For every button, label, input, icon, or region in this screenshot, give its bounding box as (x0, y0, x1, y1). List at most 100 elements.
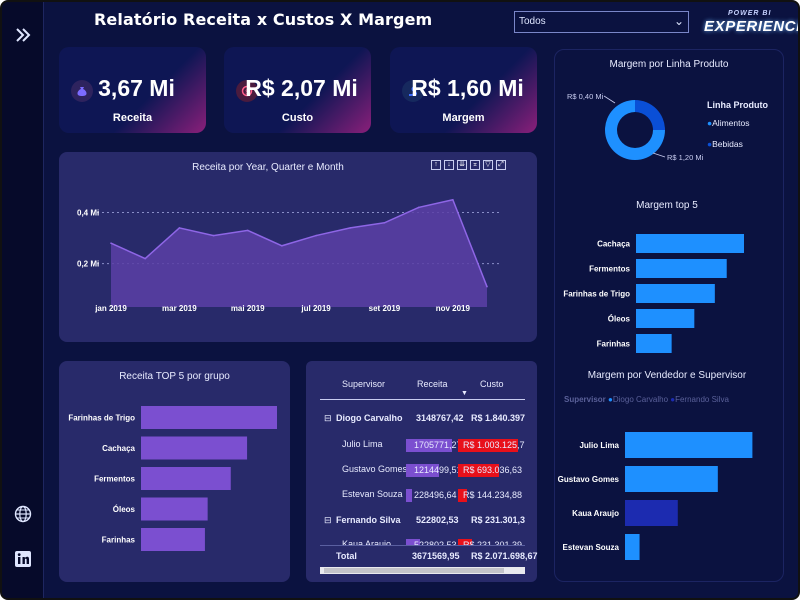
legend-item-alimentos[interactable]: ●Alimentos (707, 118, 750, 128)
bar-category-label: Óleos (113, 505, 136, 514)
bar-category-label: Kaua Araujo (572, 509, 619, 518)
globe-icon[interactable] (13, 505, 33, 525)
bar[interactable] (141, 406, 277, 429)
donut-slice[interactable] (605, 100, 665, 160)
bar[interactable] (636, 284, 715, 303)
col-header-supervisor[interactable]: Supervisor (342, 379, 386, 389)
kpi-value: R$ 1,60 Mi (411, 75, 524, 101)
data-point[interactable] (110, 242, 112, 245)
bar-category-label: Julio Lima (579, 441, 619, 450)
bar[interactable] (625, 466, 718, 492)
data-point[interactable] (452, 198, 454, 201)
area-chart-title: Receita por Year, Quarter e Month (192, 162, 344, 173)
bar[interactable] (625, 500, 678, 526)
bar[interactable] (636, 259, 727, 278)
bar-category-label: Gustavo Gomes (558, 475, 620, 484)
kpi-label: Custo (281, 112, 314, 124)
next-level-icon[interactable]: ⇊ (457, 160, 467, 170)
bar-category-label: Farinhas (102, 536, 136, 545)
vendedor-name: Gustavo Gomes (342, 464, 408, 474)
vendedor-name: Julio Lima (342, 439, 383, 449)
table-row[interactable]: Julio Lima 1705771,27 R$ 1.003.125,77 (320, 439, 525, 453)
horizontal-scrollbar[interactable] (320, 567, 525, 574)
receita-value: 3148767,42 (416, 413, 464, 423)
table-row[interactable]: Estevan Souza 228496,64 R$ 144.234,88 (320, 489, 525, 503)
kpi-card-receita: 3,67 Mi Receita (59, 47, 206, 133)
expand-hierarchy-icon[interactable]: ⌅ (470, 160, 480, 170)
x-tick-label: jan 2019 (94, 304, 127, 313)
kpi-card-custo: $ R$ 2,07 Mi Custo (224, 47, 371, 133)
sidebar (2, 2, 44, 598)
data-point[interactable] (315, 234, 317, 237)
custo-databar (458, 464, 500, 477)
vendedor-legend-title: Supervisor (564, 395, 606, 404)
chevron-down-icon: ⌄ (673, 14, 684, 28)
filter-icon[interactable]: ▽ (483, 160, 493, 170)
bar-category-label: Estevan Souza (563, 543, 620, 552)
custo-value: R$ 231.301,39 (471, 515, 525, 525)
total-divider (320, 545, 525, 546)
bar[interactable] (625, 432, 753, 458)
data-point[interactable] (246, 229, 249, 232)
data-point[interactable] (383, 221, 386, 224)
kpi-label: Margem (442, 112, 485, 124)
margem-top5-chart: Cachaça Fermentos Farinhas de Trigo Óleos Fa… (563, 234, 744, 353)
bar[interactable] (141, 436, 248, 460)
table-row[interactable]: Kaua Araujo 522802,53 R$ 231.301,39 (320, 539, 525, 545)
drill-down-icon[interactable]: ↓ (444, 160, 454, 170)
data-point[interactable] (281, 244, 283, 247)
donut-slice[interactable] (635, 100, 665, 130)
brand-logo: POWER BI EXPERIENCE (702, 10, 798, 38)
bar[interactable] (636, 309, 695, 328)
legend-label-diogo[interactable]: Diogo Carvalho (612, 395, 669, 404)
donut-legend-title: Linha Produto (707, 100, 768, 110)
bar[interactable] (141, 467, 231, 490)
legend-label-fernando[interactable]: Fernando Silva (675, 395, 729, 404)
table-row[interactable]: Gustavo Gomes 1214499,51 R$ 693.036,63 (320, 464, 525, 478)
collapse-icon[interactable]: ⊟ (324, 515, 332, 525)
receita-databar (406, 539, 421, 545)
collapse-icon[interactable]: ⊟ (324, 413, 332, 423)
x-tick-label: jul 2019 (300, 304, 331, 313)
bar[interactable] (625, 534, 640, 560)
custo-databar (458, 489, 467, 502)
x-tick-label: nov 2019 (436, 304, 471, 313)
table-group-row[interactable]: ⊟ Fernando Silva 522802,53 R$ 231.301,39 (320, 515, 525, 529)
supervisor-filter-dropdown[interactable]: Todos ⌄ (514, 11, 689, 33)
data-point[interactable] (486, 285, 488, 288)
supervisor-name: Diogo Carvalho (336, 413, 403, 423)
donut-chart: R$ 0,40 Mi R$ 1,20 Mi (567, 92, 704, 162)
table-group-row[interactable]: ⊟ Diogo Carvalho 3148767,42 R$ 1.840.397,28 (320, 413, 525, 427)
bar[interactable] (141, 497, 208, 521)
x-tick-label: mai 2019 (231, 304, 265, 313)
bar[interactable] (141, 528, 205, 551)
col-header-custo[interactable]: Custo (480, 379, 504, 389)
col-header-receita[interactable]: Receita (417, 379, 448, 389)
bar[interactable] (636, 234, 744, 253)
data-point[interactable] (178, 227, 181, 229)
area-line (110, 198, 488, 287)
sort-desc-icon[interactable]: ▼ (461, 390, 468, 397)
legend-item-bebidas[interactable]: ●Bebidas (707, 139, 743, 149)
custo-value: R$ 144.234,88 (463, 490, 523, 500)
kpi-value: 3,67 Mi (98, 75, 175, 101)
data-point[interactable] (417, 206, 420, 209)
drill-up-icon[interactable]: ↑ (431, 160, 441, 170)
data-point[interactable] (144, 257, 146, 260)
total-custo: R$ 2.071.698,67 (471, 551, 538, 561)
money-icon: $ (236, 80, 258, 102)
page-title: Relatório Receita x Custos X Margem (94, 10, 433, 29)
donut-label-alimentos: R$ 1,20 Mi (667, 153, 704, 162)
kpi-value: R$ 2,07 Mi (245, 75, 358, 101)
linkedin-icon[interactable] (13, 550, 33, 570)
bar-category-label: Farinhas (597, 340, 631, 349)
focus-mode-icon[interactable]: ⤢ (496, 160, 506, 170)
receita-databar (406, 439, 452, 452)
scrollbar-thumb[interactable] (324, 568, 504, 573)
data-point[interactable] (212, 234, 215, 237)
legend-label: Alimentos (712, 118, 750, 128)
custo-databar (458, 539, 472, 545)
data-point[interactable] (349, 227, 352, 229)
expand-chevron-icon[interactable] (13, 26, 33, 46)
bar[interactable] (636, 334, 672, 353)
